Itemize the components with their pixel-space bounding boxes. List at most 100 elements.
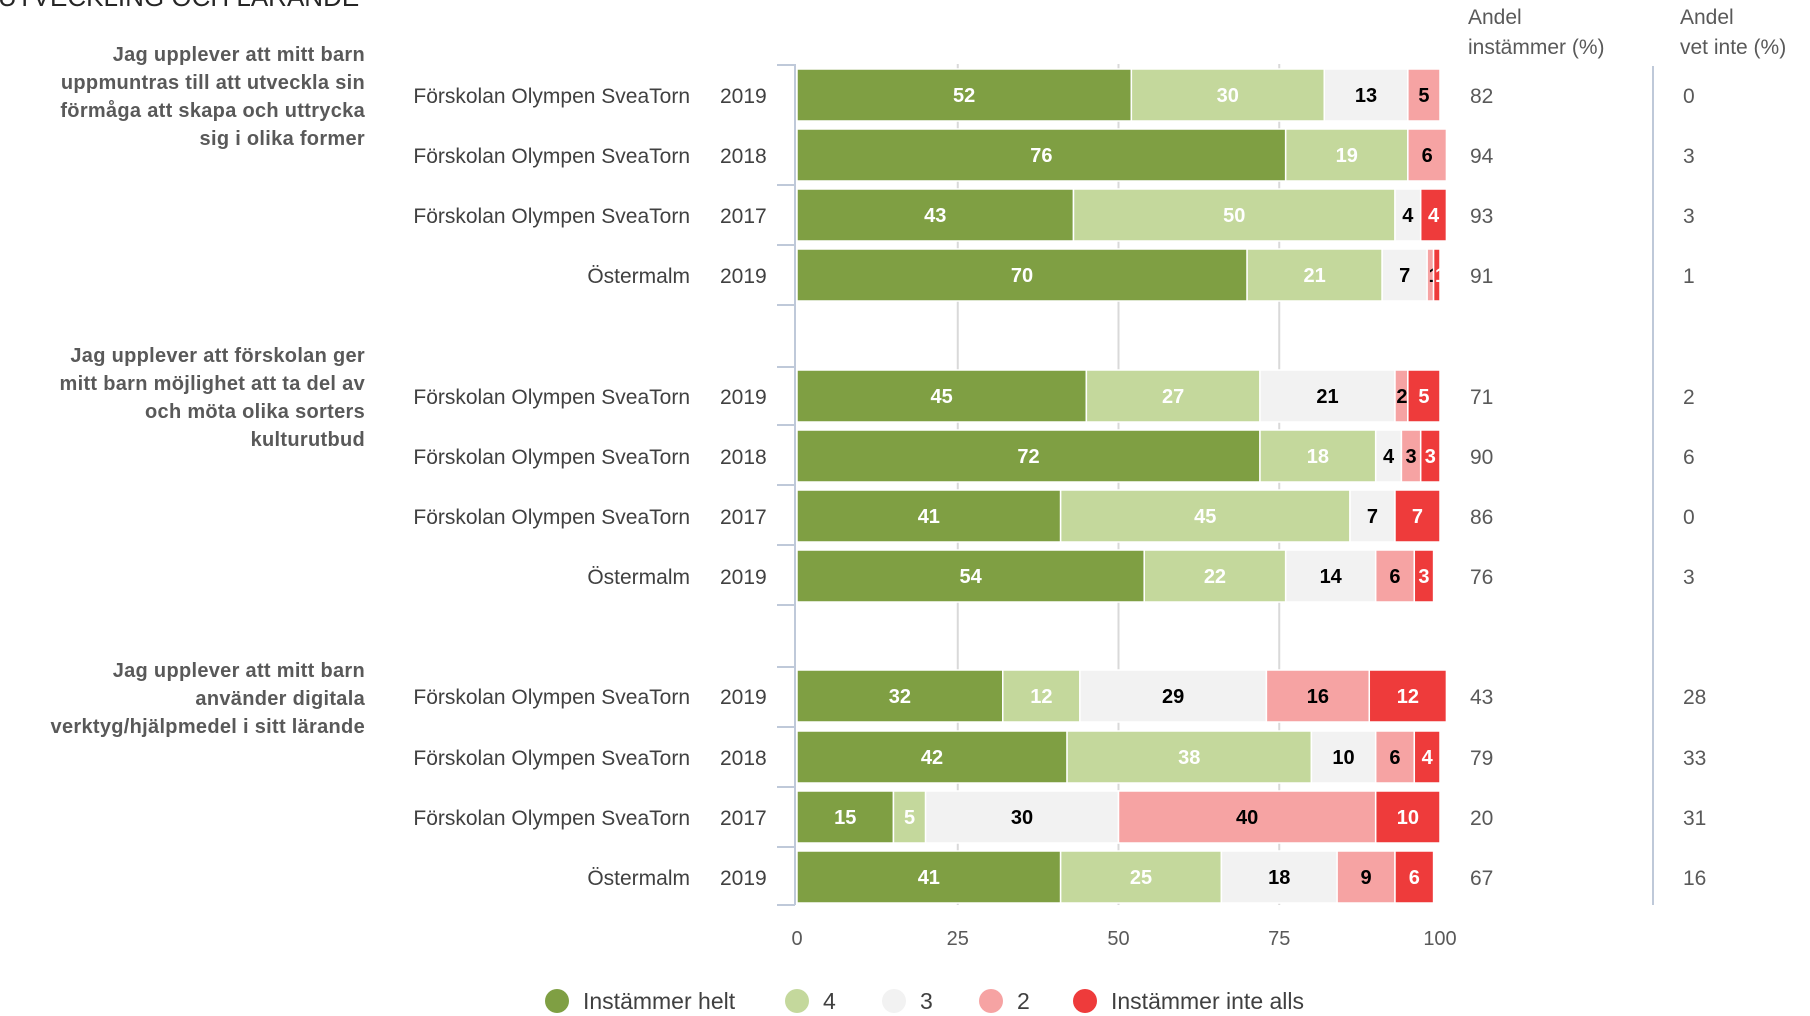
agree-header-line2: instämmer (%): [1468, 36, 1605, 59]
bar-segment-label: 45: [1194, 506, 1216, 528]
bar-segment-label: 6: [1409, 867, 1420, 889]
bar-segment: [796, 188, 1075, 242]
bar-segment: [1220, 850, 1338, 904]
legend-item: Instämmer helt: [545, 988, 736, 1014]
bar-segment: [1374, 429, 1403, 483]
question-label-line: mitt barn möjlighet att ta del av: [60, 373, 366, 395]
dontknow-value: 6: [1683, 446, 1695, 469]
bar-segment-label: 19: [1336, 145, 1358, 167]
question-label-line: Jag upplever att förskolan ger: [70, 345, 365, 367]
question-label-line: Jag upplever att mitt barn: [113, 44, 365, 66]
question-label-line: uppmuntras till att utveckla sin: [61, 72, 365, 94]
bar-segment: [1407, 369, 1441, 423]
bar-segment-label: 16: [1307, 686, 1329, 708]
bar-segment-label: 7: [1399, 265, 1410, 287]
legend-item: 4: [785, 988, 836, 1014]
bar-segment-label: 29: [1162, 686, 1184, 708]
bar-segment-label: 5: [1418, 386, 1429, 408]
stacked-bar: 52 30 13 5 0: [796, 68, 1453, 122]
side-column-values: 82 0 94 3 93 3 91 1 71 2 90 6 86 0 76 3 43 28 79 33 20 31 67 16: [1470, 85, 1706, 890]
row-unit-label: Östermalm: [587, 867, 690, 890]
stacked-bar: 15 5 30 40 10: [796, 790, 1441, 844]
row-unit-label: Förskolan Olympen SveaTorn: [413, 145, 690, 168]
axis-line: [777, 64, 796, 906]
stacked-bar: 45 27 21 2 5: [796, 369, 1441, 423]
bar-segment-label: 27: [1162, 386, 1184, 408]
row-year-label: 2018: [720, 446, 767, 469]
question-label-line: förmåga att skapa och uttrycka: [60, 99, 365, 122]
bar-segment: [1085, 369, 1261, 423]
stacked-bar: 32 12 29 16 12: [796, 669, 1448, 723]
bar-segment-label: 43: [924, 205, 946, 227]
bar-segment-label: 50: [1223, 205, 1245, 227]
bar-segment-label: 40: [1236, 807, 1258, 829]
bar-segment-label: 38: [1178, 747, 1200, 769]
x-tick-label: 100: [1423, 928, 1456, 950]
bar-segment: [1246, 248, 1383, 302]
dontknow-header-line1: Andel: [1680, 6, 1734, 29]
bar-segment: [1374, 730, 1416, 784]
agree-header-line1: Andel: [1468, 6, 1522, 29]
agree-value: 76: [1470, 566, 1493, 589]
row-year-label: 2019: [720, 867, 767, 890]
bar-segment: [796, 429, 1261, 483]
bar-segment: [1394, 188, 1422, 242]
row-unit-label: Förskolan Olympen SveaTorn: [413, 747, 690, 770]
bar-segment-label: 1: [1435, 265, 1446, 287]
bar-segment: [1419, 429, 1441, 483]
bar-segment-label: 6: [1389, 747, 1400, 769]
bar-segment: [924, 790, 1120, 844]
agree-value: 93: [1470, 205, 1493, 228]
bar-segment-label: 30: [1217, 85, 1239, 107]
bar-segment: [796, 248, 1248, 302]
row-unit-label: Förskolan Olympen SveaTorn: [413, 205, 690, 228]
bar-segment-label: 6: [1389, 566, 1400, 588]
agree-value: 20: [1470, 807, 1493, 830]
bar-segment-label: 7: [1367, 506, 1378, 528]
question-label-line: sig i olika former: [200, 128, 365, 150]
bar-segment-label: 18: [1307, 446, 1329, 468]
dontknow-value: 2: [1683, 386, 1695, 409]
bar-segment: [796, 850, 1062, 904]
bar-segment-label: 42: [921, 747, 943, 769]
bar-segment-label: 54: [959, 566, 982, 588]
side-column-headers: Andel instämmer (%) Andel vet inte (%): [1468, 6, 1786, 59]
bar-segment-label: 14: [1320, 566, 1343, 588]
dontknow-value: 0: [1683, 85, 1695, 108]
legend-item: 2: [979, 988, 1030, 1014]
bar-segment-label: 0: [1448, 145, 1459, 167]
dontknow-value: 3: [1683, 566, 1695, 589]
bar-segment-label: 18: [1268, 867, 1290, 889]
bar-segment-label: 12: [1397, 686, 1419, 708]
legend-swatch: [1073, 989, 1097, 1013]
bar-segment-label: 32: [889, 686, 911, 708]
agree-value: 79: [1470, 747, 1493, 770]
bar-segment-label: 2: [1396, 386, 1407, 408]
bar-segment-label: 4: [1422, 747, 1434, 769]
dontknow-value: 3: [1683, 205, 1695, 228]
legend-swatch: [545, 989, 569, 1013]
dontknow-value: 31: [1683, 807, 1706, 830]
bar-segment: [796, 369, 1088, 423]
agree-value: 67: [1470, 867, 1493, 890]
bar-segment: [1310, 730, 1377, 784]
bar-segment: [1265, 669, 1371, 723]
bar-segment: [1419, 188, 1448, 242]
bar-segment-label: 41: [918, 506, 940, 528]
legend-item: 3: [882, 988, 933, 1014]
legend-item: Instämmer inte alls: [1073, 988, 1304, 1014]
bar-segment: [1432, 248, 1441, 302]
question-label-line: och möta olika sorters: [145, 401, 365, 423]
agree-value: 94: [1470, 145, 1494, 168]
legend-swatch: [979, 989, 1003, 1013]
bar-segment: [796, 669, 1004, 723]
dontknow-value: 1: [1683, 265, 1695, 288]
question-label-line: verktyg/hjälpmedel i sitt lärande: [51, 716, 365, 738]
bar-segment: [1394, 850, 1435, 904]
bar-segment-label: 21: [1303, 265, 1325, 287]
bar-segment-label: 0: [1441, 85, 1452, 107]
bar-segment-label: 7: [1412, 506, 1423, 528]
bar-segment: [1259, 429, 1377, 483]
row-labels: Förskolan Olympen SveaTorn 2019 Förskolan …: [413, 85, 766, 890]
